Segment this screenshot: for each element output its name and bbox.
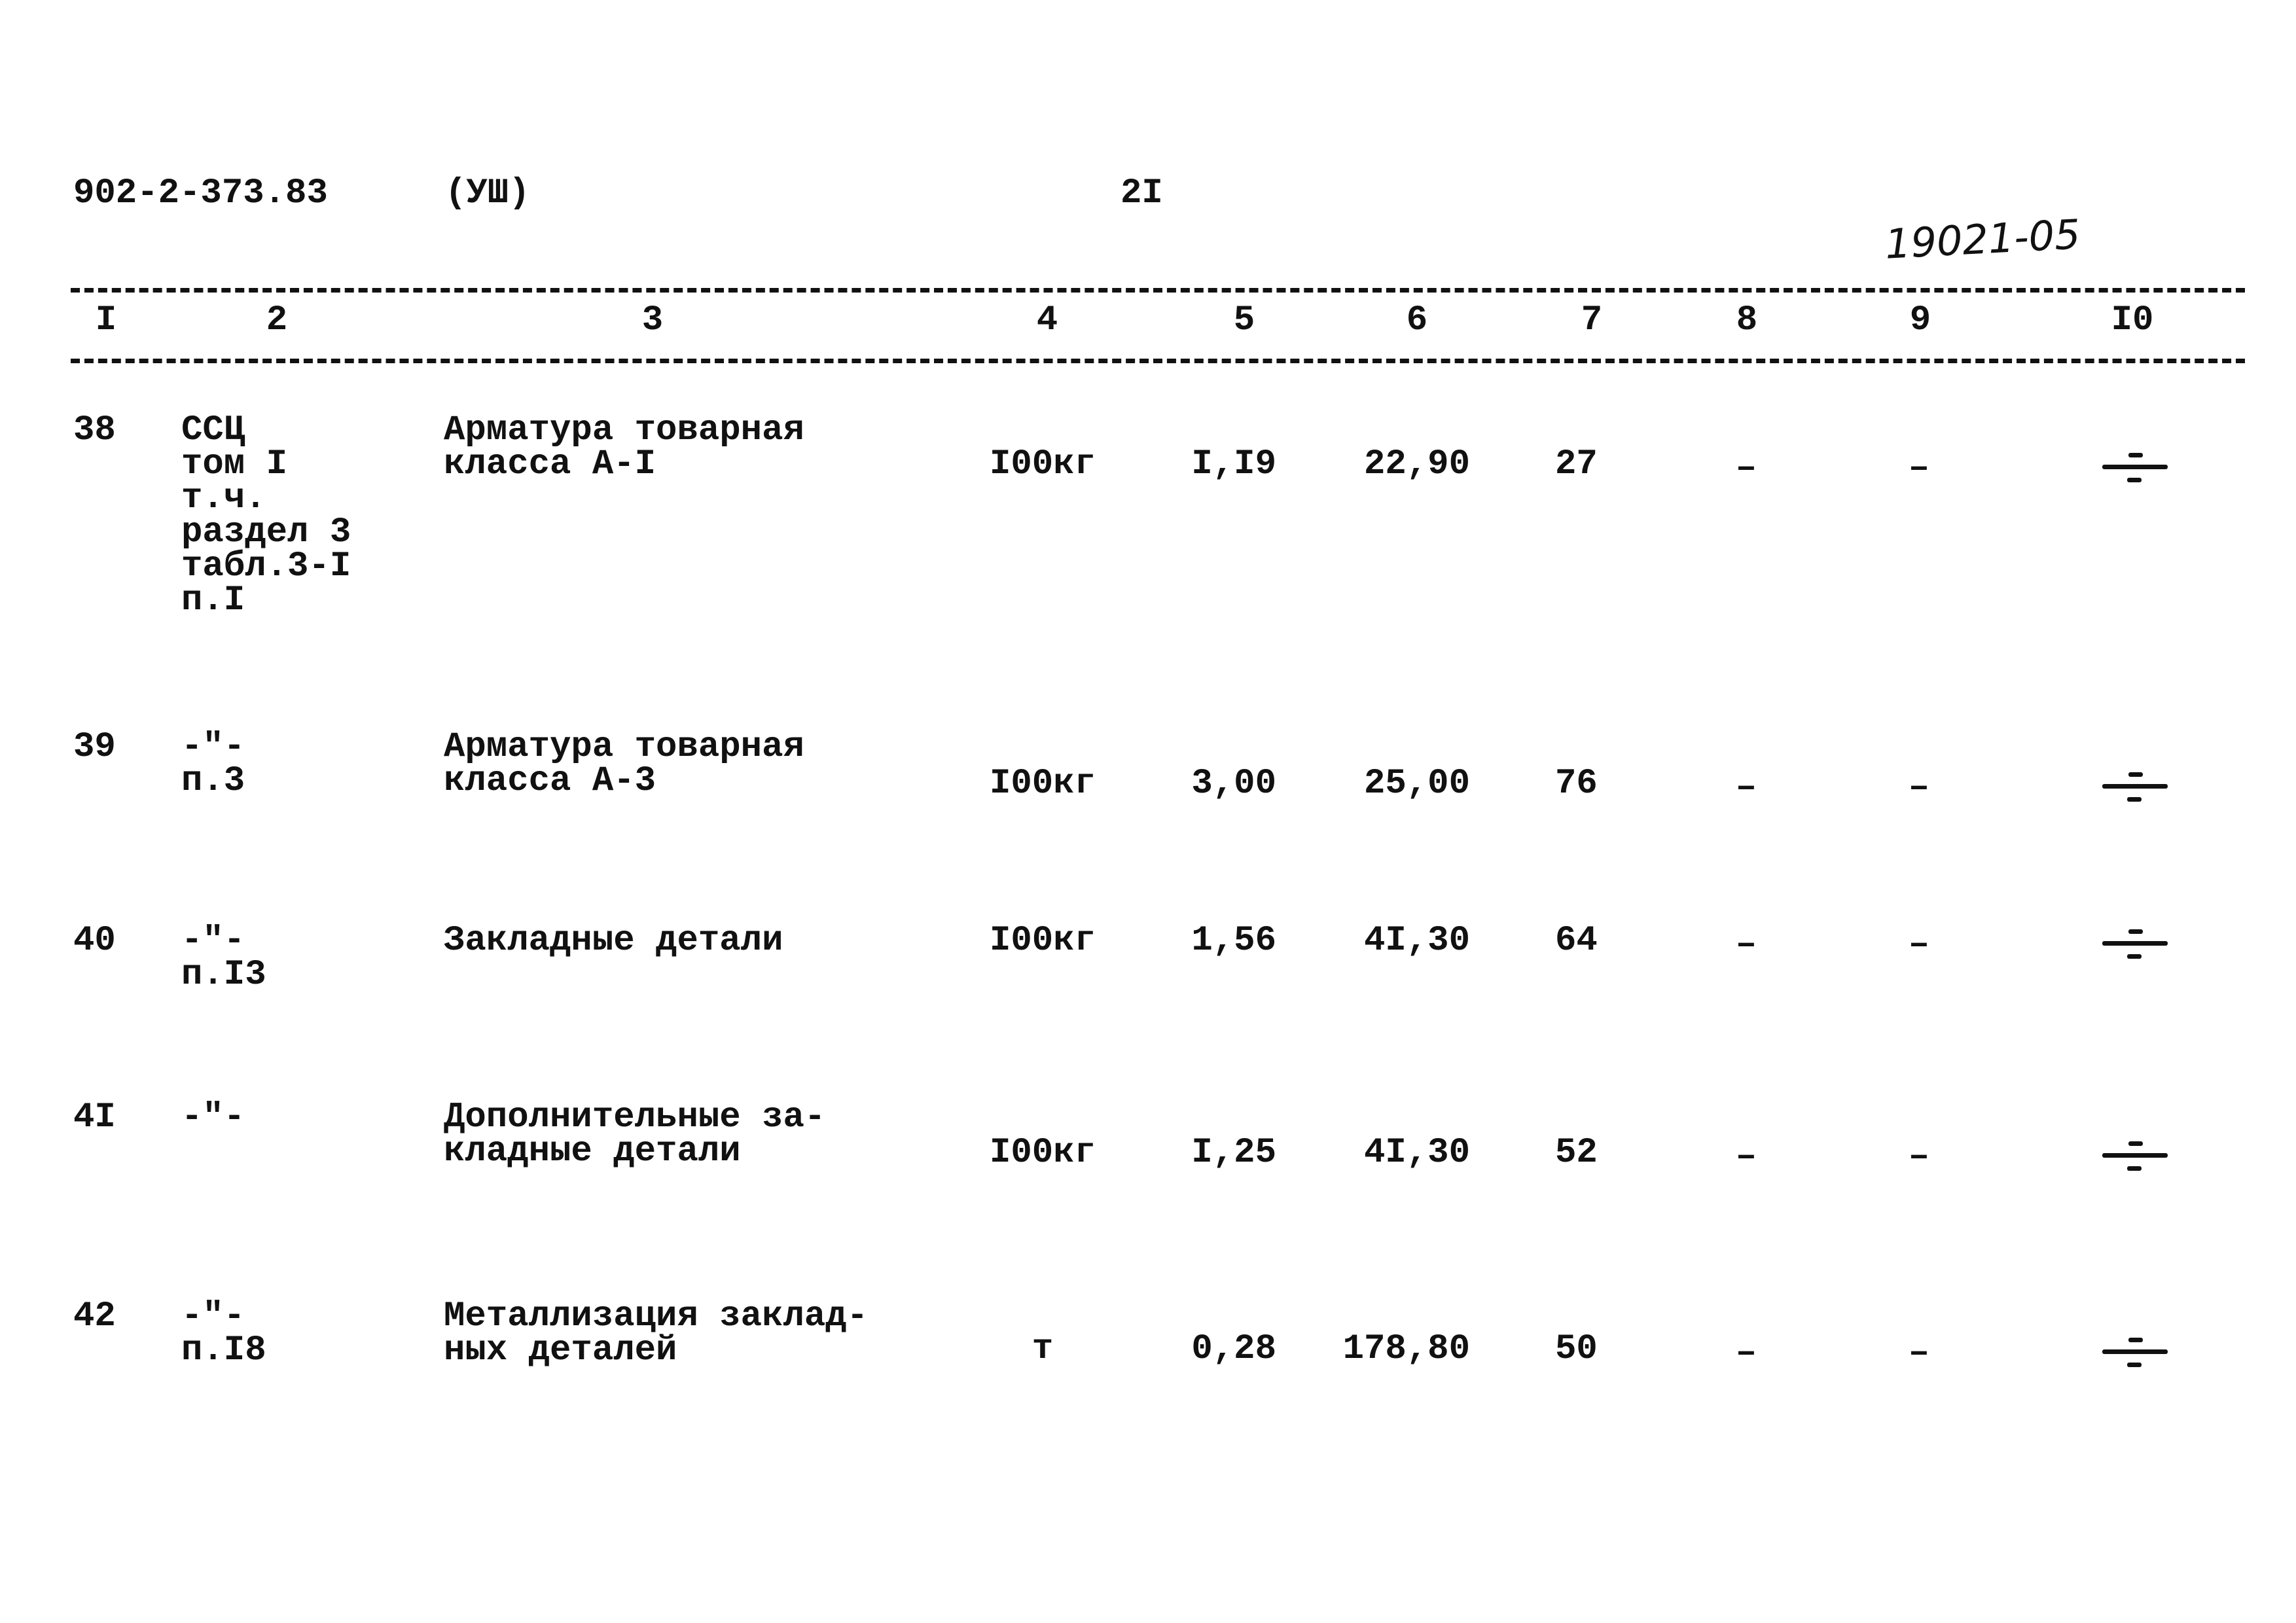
reference-line: -"- (181, 921, 245, 961)
column-9-dash: – (1908, 768, 1930, 808)
column-7-value: 50 (1555, 1329, 1598, 1369)
quantity: 3,00 (1191, 764, 1276, 804)
row-number: 39 (73, 727, 116, 767)
price: 4I,30 (1363, 921, 1470, 961)
volume-label: (УШ) (445, 173, 530, 213)
column-9-dash: – (1908, 1137, 1930, 1177)
reference-line: ССЦ (181, 410, 245, 450)
unit: I00кг (989, 921, 1096, 961)
column-header-5: 5 (1233, 300, 1255, 340)
quantity: I,25 (1191, 1133, 1276, 1173)
quantity: I,I9 (1191, 444, 1276, 484)
price: 4I,30 (1363, 1133, 1470, 1173)
reference-line: раздел 3 (181, 512, 351, 552)
column-header-9: 9 (1909, 300, 1931, 340)
column-7-value: 27 (1555, 444, 1598, 484)
division-sign-icon (2102, 448, 2168, 487)
division-sign-icon (2102, 924, 2168, 963)
quantity: 1,56 (1191, 921, 1276, 961)
header-bottom-divider (71, 359, 2245, 363)
row-number: 42 (73, 1296, 116, 1336)
reference-line: п.3 (181, 761, 245, 801)
column-7-value: 64 (1555, 921, 1598, 961)
column-header-2: 2 (266, 300, 288, 340)
column-header-10: I0 (2111, 300, 2154, 340)
item-name-line: Дополнительные за- (444, 1097, 826, 1137)
unit: т (1031, 1329, 1054, 1369)
column-header-1: I (95, 300, 117, 340)
reference-line: -"- (181, 727, 245, 767)
page-number: 2I (1121, 173, 1163, 213)
item-name-line: Закладные детали (444, 921, 783, 961)
item-name-line: класса А-I (444, 444, 656, 484)
reference-line: п.I (181, 580, 245, 620)
column-8-dash: – (1735, 768, 1757, 808)
column-header-8: 8 (1736, 300, 1758, 340)
item-name-line: Арматура товарная (444, 410, 804, 450)
column-8-dash: – (1735, 1137, 1757, 1177)
row-number: 4I (73, 1097, 116, 1137)
reference-line: т.ч. (181, 478, 266, 518)
price: 25,00 (1363, 764, 1470, 804)
column-7-value: 52 (1555, 1133, 1598, 1173)
column-7-value: 76 (1555, 764, 1598, 804)
column-8-dash: – (1735, 1333, 1757, 1373)
column-9-dash: – (1908, 448, 1930, 488)
column-9-dash: – (1908, 1333, 1930, 1373)
item-name-line: кладные детали (444, 1132, 741, 1171)
column-8-dash: – (1735, 448, 1757, 488)
unit: I00кг (989, 764, 1096, 804)
item-name-line: ных деталей (444, 1330, 677, 1370)
item-name-line: класса А-3 (444, 761, 656, 801)
row-number: 40 (73, 921, 116, 961)
column-9-dash: – (1908, 925, 1930, 965)
column-header-6: 6 (1406, 300, 1428, 340)
reference-line: -"- (181, 1097, 245, 1137)
reference-line: том I (181, 444, 288, 484)
unit: I00кг (989, 1133, 1096, 1173)
reference-line: табл.3-I (181, 546, 351, 586)
division-sign-icon (2102, 1332, 2168, 1372)
column-header-7: 7 (1581, 300, 1603, 340)
price: 178,80 (1342, 1329, 1470, 1369)
reference-line: -"- (181, 1296, 245, 1336)
document-number: 902-2-373.83 (73, 173, 328, 213)
handwritten-code: 19021-05 (1884, 210, 2082, 268)
unit: I00кг (989, 444, 1096, 484)
item-name-line: Арматура товарная (444, 727, 804, 767)
row-number: 38 (73, 410, 116, 450)
column-header-4: 4 (1036, 300, 1058, 340)
division-sign-icon (2102, 767, 2168, 806)
item-name-line: Металлизация заклад- (444, 1296, 869, 1336)
column-8-dash: – (1735, 925, 1757, 965)
column-header-3: 3 (641, 300, 664, 340)
division-sign-icon (2102, 1136, 2168, 1175)
header-top-divider (71, 288, 2245, 293)
reference-line: п.I8 (181, 1330, 266, 1370)
quantity: 0,28 (1191, 1329, 1276, 1369)
price: 22,90 (1363, 444, 1470, 484)
reference-line: п.I3 (181, 955, 266, 995)
